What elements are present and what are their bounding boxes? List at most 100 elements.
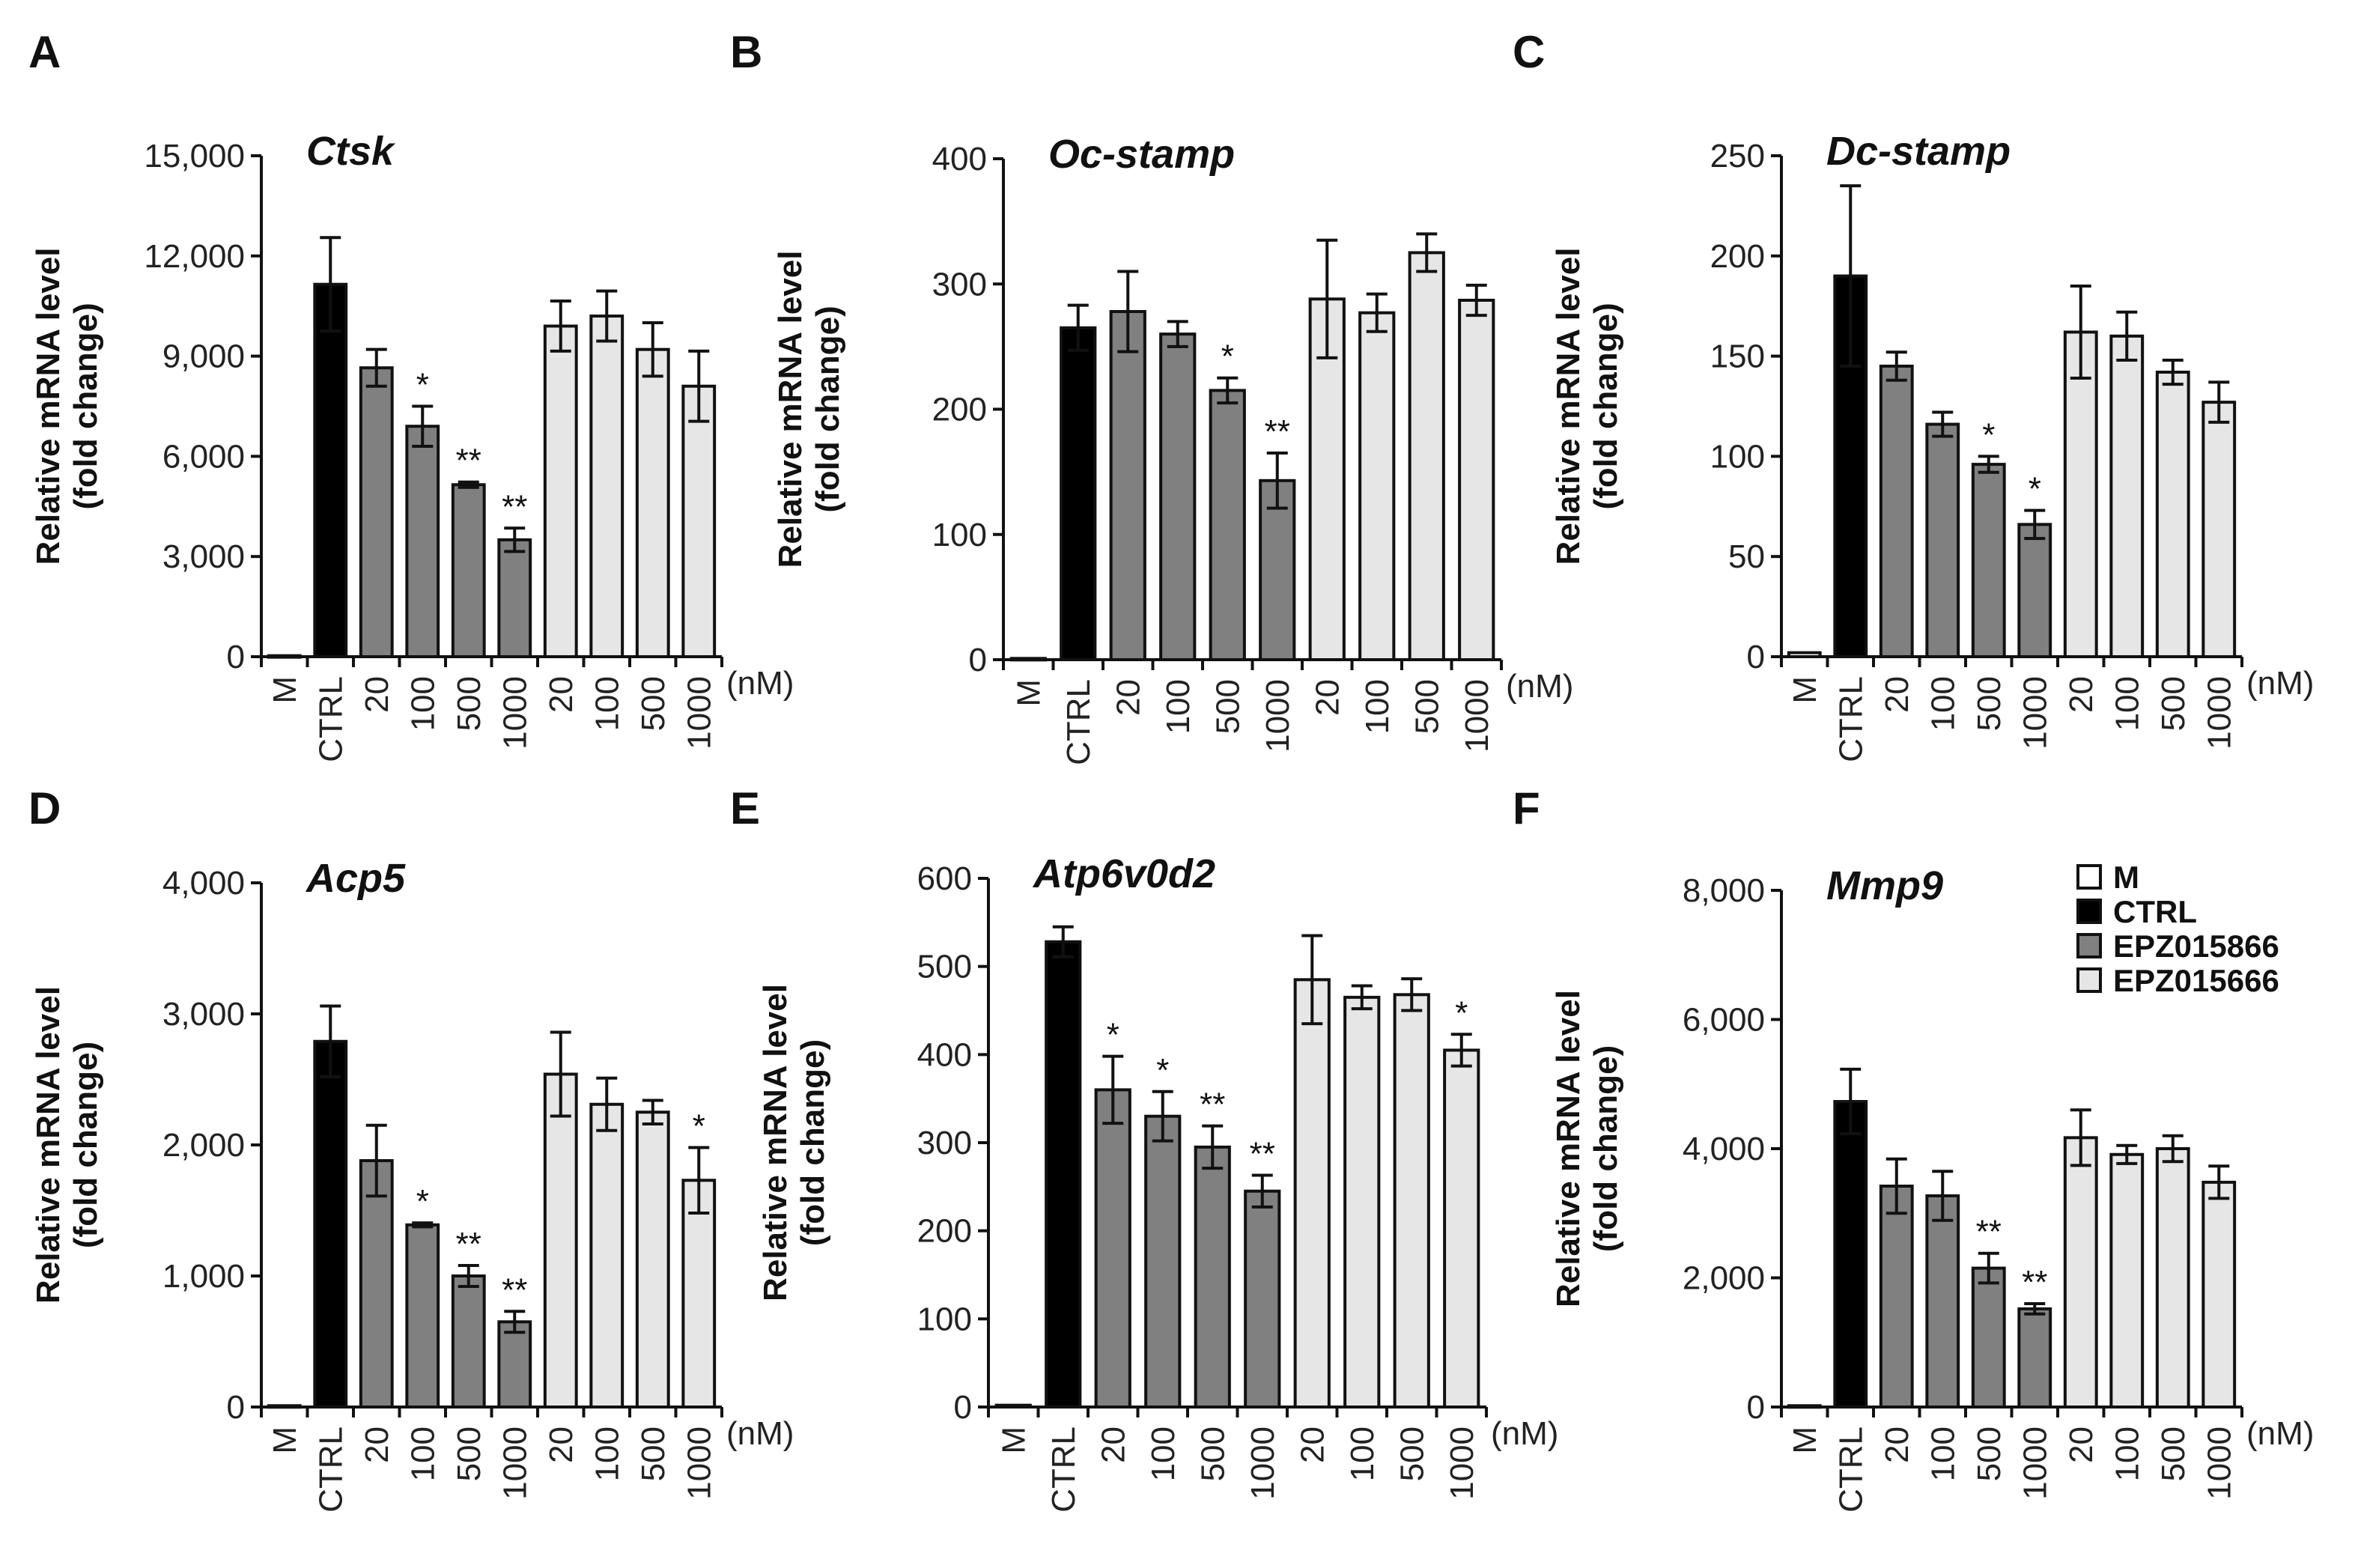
x-tick-label: 100	[1145, 1426, 1182, 1481]
bar-epz015666	[1443, 1048, 1480, 1409]
x-tick-label: 20	[543, 1426, 580, 1463]
x-tick-label: 20	[1879, 1426, 1915, 1463]
y-axis-label-line1: Relative mRNA level	[30, 986, 67, 1304]
x-tick-label: 20	[359, 1426, 395, 1463]
significance-marker: **	[1250, 1136, 1275, 1173]
bar-epz015866	[1925, 1194, 1960, 1409]
significance-marker: *	[416, 367, 429, 404]
panel-label: E	[730, 783, 760, 833]
significance-marker: **	[502, 488, 527, 525]
x-tick-label: 500	[1209, 679, 1246, 734]
bar-epz015666	[2155, 1147, 2190, 1409]
bar-epz015666	[2109, 334, 2145, 658]
x-tick-label: M	[267, 676, 303, 704]
legend-label: CTRL	[2113, 894, 2197, 929]
bar-ctrl	[1045, 940, 1082, 1409]
legend-swatch-epz015666	[2076, 967, 2102, 993]
x-tick-label: 20	[2063, 1426, 2100, 1463]
x-tick-label: 20	[359, 676, 395, 713]
x-unit-label: (nM)	[726, 665, 794, 702]
bar-epz015666	[2201, 1180, 2237, 1409]
x-tick-label: CTRL	[1045, 1426, 1082, 1513]
x-tick-label: CTRL	[312, 676, 349, 762]
x-tick-label: 1000	[1245, 1426, 1281, 1500]
y-tick-label: 2,000	[162, 1127, 245, 1164]
bar-epz015866	[1144, 1114, 1182, 1409]
y-tick-label: 6,000	[162, 438, 245, 475]
x-tick-label: 100	[2109, 676, 2145, 731]
x-tick-label: 100	[1924, 676, 1961, 731]
y-tick-label: 3,000	[162, 538, 245, 575]
x-tick-label: 100	[589, 676, 625, 731]
legend-swatch-m	[2076, 864, 2102, 890]
chart-title: Atp6v0d2	[1032, 851, 1215, 896]
bar-epz015866	[1194, 1145, 1231, 1409]
bar-epz015666	[1458, 298, 1495, 661]
x-tick-label: 1000	[2017, 1426, 2053, 1500]
x-tick-label: CTRL	[1060, 679, 1097, 765]
x-tick-label: CTRL	[1832, 1426, 1869, 1513]
significance-marker: *	[2029, 471, 2041, 508]
chart-title: Mmp9	[1826, 863, 1943, 908]
bar-epz015666	[635, 347, 670, 658]
x-tick-label: 500	[635, 1426, 672, 1481]
bar-epz015666	[2063, 1136, 2098, 1409]
y-tick-label: 8,000	[1683, 872, 1765, 909]
y-axis-label-line1: Relative mRNA level	[1550, 990, 1587, 1307]
x-tick-label: CTRL	[1832, 676, 1869, 762]
x-unit-label: (nM)	[726, 1415, 794, 1452]
y-tick-label: 100	[932, 517, 987, 553]
bar-m	[994, 1403, 1032, 1409]
y-axis-label-line2: (fold change)	[1587, 303, 1624, 509]
panel-f: F Mmp9 0 2,000 4,000 6,000 8,000 Relative mRNA …	[1513, 783, 2314, 1513]
y-tick-label: 50	[1728, 538, 1765, 575]
y-tick-label: 2,000	[1683, 1260, 1765, 1297]
significance-marker: *	[416, 1183, 429, 1220]
bar-epz015866	[497, 1320, 532, 1409]
y-axis-label-line2: (fold change)	[67, 1042, 104, 1248]
chart-title: Oc-stamp	[1048, 132, 1235, 177]
significance-marker: **	[502, 1271, 527, 1308]
x-unit-label: (nM)	[1506, 668, 1573, 705]
significance-marker: *	[1156, 1052, 1169, 1089]
significance-marker: *	[693, 1108, 705, 1145]
significance-marker: *	[1107, 1017, 1119, 1054]
bar-epz015866	[2017, 1307, 2052, 1409]
bar-epz015666	[681, 384, 717, 658]
legend-label: EPZ015666	[2113, 963, 2279, 998]
bar-epz015866	[2017, 523, 2052, 658]
x-tick-label: 1000	[681, 676, 717, 750]
y-tick-label: 200	[917, 1213, 972, 1250]
x-tick-label: 500	[1194, 1426, 1231, 1481]
chart-title: Ctsk	[306, 129, 396, 174]
y-axis-label-line1: Relative mRNA level	[30, 248, 67, 565]
x-tick-label: 100	[2109, 1426, 2145, 1481]
bar-epz015666	[2155, 371, 2190, 658]
bar-epz015666	[1358, 311, 1396, 661]
x-tick-label: 500	[2155, 676, 2192, 731]
bar-epz015666	[589, 314, 625, 658]
bar-m	[267, 654, 302, 659]
bar-epz015666	[1343, 995, 1381, 1409]
x-tick-label: 20	[1095, 1426, 1131, 1463]
x-tick-label: 500	[1409, 679, 1445, 734]
y-tick-label: 400	[917, 1036, 972, 1073]
bar-epz015866	[1159, 332, 1197, 661]
bar-epz015666	[1393, 993, 1430, 1409]
y-tick-label: 4,000	[162, 865, 245, 902]
y-tick-label: 0	[227, 1389, 245, 1426]
x-tick-label: 1000	[2201, 1426, 2237, 1500]
y-axis-label-line2: (fold change)	[1587, 1045, 1624, 1252]
significance-marker: *	[1221, 338, 1234, 375]
bar-epz015866	[359, 1159, 394, 1409]
x-tick-label: 1000	[2017, 676, 2053, 750]
bar-epz015666	[2109, 1152, 2145, 1409]
x-tick-label: 1000	[1259, 679, 1296, 753]
panel-e: E Atp6v0d2 0 100 200 300 400 500 600 Relative mRN…	[730, 783, 1558, 1513]
y-tick-label: 4,000	[1683, 1131, 1765, 1167]
significance-marker: *	[1982, 416, 1995, 453]
bar-ctrl	[313, 282, 348, 658]
significance-marker: **	[456, 1226, 481, 1262]
x-tick-label: CTRL	[312, 1426, 349, 1513]
y-tick-label: 15,000	[144, 138, 245, 174]
